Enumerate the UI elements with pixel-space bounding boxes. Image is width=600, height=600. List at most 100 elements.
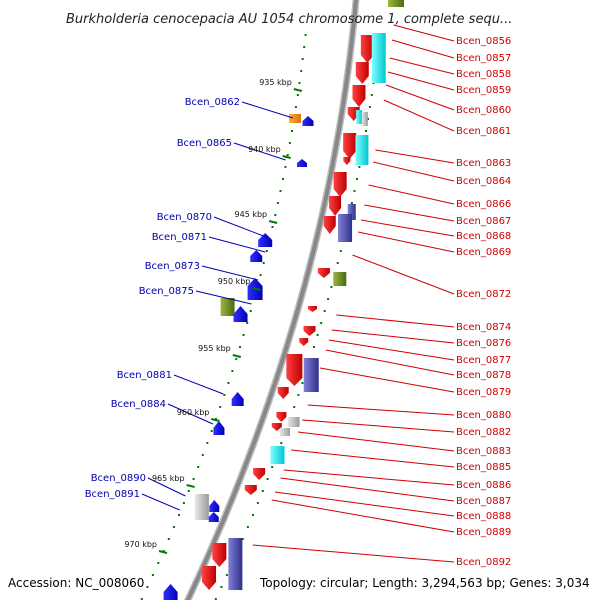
tick-dot <box>365 130 367 132</box>
leader-line-minus <box>173 374 224 395</box>
tick-dot <box>220 586 223 588</box>
tick-dot <box>266 478 269 480</box>
kbp-tick <box>282 155 291 159</box>
gene-label-plus: Bcen_0877 <box>456 355 511 366</box>
gene-label-plus: Bcen_0885 <box>456 462 511 473</box>
tick-dot <box>219 406 222 408</box>
tick-dot <box>239 346 241 348</box>
gene-label-minus: Bcen_0873 <box>145 261 200 272</box>
gene-arrow-plus <box>299 338 309 346</box>
gene-arrow-plus <box>329 196 342 216</box>
leader-line-plus <box>319 367 455 393</box>
gene-label-plus: Bcen_0872 <box>456 289 511 300</box>
grey-feature <box>279 428 290 436</box>
leader-line-plus <box>358 231 455 253</box>
label-leader-lines <box>141 24 455 563</box>
leader-line-plus <box>368 184 455 205</box>
leader-line-plus <box>307 404 455 416</box>
gene-arrow-plus <box>276 412 287 422</box>
gene-arrow-plus <box>244 485 257 495</box>
tick-dot <box>261 490 264 492</box>
tick-dot <box>157 562 160 564</box>
tick-dot <box>282 178 284 180</box>
leader-line-plus <box>336 314 455 328</box>
leader-line-plus <box>280 477 455 502</box>
leader-line-plus <box>331 329 455 344</box>
gene-label-plus: Bcen_0864 <box>456 176 511 187</box>
gene-label-plus: Bcen_0876 <box>456 338 511 349</box>
leader-line-minus <box>201 265 259 281</box>
gene-label-plus: Bcen_0861 <box>456 126 511 137</box>
gene-label-plus: Bcen_0882 <box>456 427 511 438</box>
leader-line-plus <box>252 544 455 563</box>
leader-line-plus <box>391 39 455 59</box>
tick-dot <box>215 418 217 420</box>
kbp-marker-label: 965 kbp <box>152 474 185 483</box>
gene-arrow-minus <box>163 584 178 600</box>
tick-dot <box>286 154 289 156</box>
gene-arrow-minus <box>209 500 220 512</box>
gene-label-minus: Bcen_0891 <box>85 489 140 500</box>
gene-arrow-minus <box>213 421 225 435</box>
gene-arrow-plus <box>317 268 330 278</box>
cyan-feature <box>356 110 363 124</box>
tick-dot <box>162 550 165 552</box>
gene-label-plus: Bcen_0883 <box>456 446 511 457</box>
tick-dot <box>301 382 304 384</box>
gene-label-minus: Bcen_0881 <box>117 370 172 381</box>
gene-label-plus: Bcen_0878 <box>456 370 511 381</box>
tick-dot <box>235 358 238 360</box>
tick-dot <box>304 34 307 36</box>
tick-dot <box>350 202 353 204</box>
chromosome-backbone <box>183 0 360 600</box>
gene-arrow-plus <box>212 543 227 567</box>
gene-label-plus: Bcen_0856 <box>456 36 511 47</box>
leader-line-minus <box>208 236 266 253</box>
gene-arrow-plus <box>286 354 303 386</box>
tick-dot <box>201 454 204 456</box>
gene-label-minus: Bcen_0875 <box>139 286 194 297</box>
gene-arrow-plus <box>307 306 317 312</box>
tick-dot <box>227 382 230 384</box>
gene-arrow-minus <box>250 250 263 262</box>
leader-line-plus <box>291 449 455 468</box>
tick-dot <box>246 322 249 324</box>
gene-label-plus: Bcen_0889 <box>456 527 511 538</box>
tick-dot <box>294 106 297 108</box>
olive-feature <box>220 298 235 316</box>
gene-arrow-plus <box>323 216 336 234</box>
tick-dot <box>146 586 149 588</box>
gene-arrow-minus <box>208 512 219 522</box>
tick-dot <box>336 262 339 264</box>
tick-dot <box>271 466 274 468</box>
tick-dot <box>182 502 185 504</box>
tick-dot <box>151 574 154 576</box>
gene-arrow-minus <box>296 159 307 167</box>
tick-dot <box>368 106 371 108</box>
tick-dot <box>246 526 249 528</box>
tick-dot <box>358 166 361 168</box>
kbp-markers: 935 kbp 940 kbp 945 kbp 950 kbp 955 kbp 960 k… <box>124 78 303 554</box>
tick-dot <box>327 298 330 300</box>
gene-label-minus: Bcen_0890 <box>91 473 146 484</box>
gene-label-plus: Bcen_0866 <box>456 199 511 210</box>
tick-dot <box>296 94 299 96</box>
kbp-marker-label: 935 kbp <box>259 78 292 87</box>
leader-line-plus <box>283 469 455 486</box>
leader-line-plus <box>302 419 455 433</box>
tick-dot <box>187 490 190 492</box>
tick-dot <box>297 394 300 396</box>
leader-line-minus <box>167 403 214 425</box>
tick-dot <box>262 262 265 264</box>
gene-arrow-plus <box>352 85 366 107</box>
kbp-tick <box>211 418 220 422</box>
gene-arrow-minus <box>302 116 314 126</box>
gene-label-minus: Bcen_0871 <box>152 232 207 243</box>
leader-line-plus <box>393 24 455 42</box>
gene-arrow-minus <box>258 233 273 247</box>
gene-labels: Bcen_0856 Bcen_0857 Bcen_0858 Bcen_0859 Bcen… <box>85 36 512 568</box>
cyan-feature <box>355 135 369 165</box>
tick-dot <box>316 334 319 336</box>
gene-label-plus: Bcen_0860 <box>456 105 511 116</box>
tick-dot <box>303 46 306 48</box>
